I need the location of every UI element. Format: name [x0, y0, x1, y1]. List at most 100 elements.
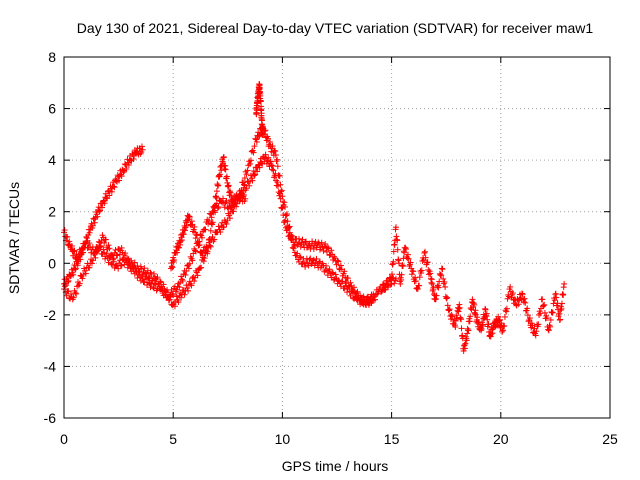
data-point-marker [219, 195, 226, 202]
data-point-marker [151, 280, 158, 287]
data-point-marker [561, 280, 568, 287]
data-point-marker [246, 182, 253, 189]
data-point-marker [185, 265, 192, 272]
data-point-marker [402, 244, 409, 251]
data-point-marker [73, 290, 80, 297]
data-point-marker [285, 224, 292, 231]
data-point-marker [519, 291, 526, 298]
data-point-marker [184, 285, 191, 292]
data-point-marker [208, 214, 215, 221]
data-point-marker [118, 173, 125, 180]
data-point-marker [240, 192, 247, 199]
data-point-marker [302, 238, 309, 245]
data-point-marker [279, 193, 286, 200]
data-point-marker [418, 267, 425, 274]
data-point-marker [205, 244, 212, 251]
data-point-marker [435, 284, 442, 291]
data-point-marker [254, 168, 261, 175]
data-point-marker [337, 262, 344, 269]
data-point-marker [525, 318, 532, 325]
data-point-marker [392, 224, 399, 231]
data-point-marker [163, 294, 170, 301]
data-point-marker [403, 246, 410, 253]
data-point-marker [318, 239, 325, 246]
data-point-marker [255, 133, 262, 140]
y-tick-label: 6 [48, 101, 56, 117]
data-point-marker [416, 274, 423, 281]
data-point-marker [483, 310, 490, 317]
data-point-marker [197, 248, 204, 255]
data-point-marker [443, 295, 450, 302]
data-point-marker [117, 262, 124, 269]
data-point-marker [537, 310, 544, 317]
data-point-marker [251, 143, 258, 150]
data-point-marker [136, 268, 143, 275]
data-point-marker [108, 188, 115, 195]
data-point-marker [194, 232, 201, 239]
data-point-marker [425, 266, 432, 273]
data-point-marker [86, 240, 93, 247]
data-point-marker [66, 238, 73, 245]
data-point-marker [425, 271, 432, 278]
data-point-marker [289, 236, 296, 243]
data-point-marker [86, 264, 93, 271]
data-point-marker [262, 151, 269, 158]
x-axis-label: GPS time / hours [282, 458, 389, 474]
data-point-marker [134, 274, 141, 281]
data-point-marker [65, 277, 72, 284]
data-point-marker [185, 287, 192, 294]
data-point-marker [139, 146, 146, 153]
data-point-marker [509, 290, 516, 297]
data-point-marker [412, 278, 419, 285]
data-point-marker [444, 294, 451, 301]
data-point-marker [178, 291, 185, 298]
data-point-marker [547, 323, 554, 330]
x-tick-label: 20 [493, 431, 509, 447]
data-point-marker [202, 226, 209, 233]
data-point-marker [310, 245, 317, 252]
data-point-marker [458, 325, 465, 332]
data-point-marker [320, 247, 327, 254]
data-point-marker [143, 276, 150, 283]
data-point-marker [429, 280, 436, 287]
data-point-marker [145, 275, 152, 282]
data-point-marker [237, 194, 244, 201]
data-point-marker [427, 270, 434, 277]
data-point-marker [176, 284, 183, 291]
data-point-marker [351, 291, 358, 298]
data-point-marker [192, 235, 199, 242]
data-point-marker [479, 322, 486, 329]
data-point-marker [220, 153, 227, 160]
data-point-marker [471, 301, 478, 308]
data-point-marker [72, 266, 79, 273]
data-point-marker [422, 248, 429, 255]
data-point-marker [72, 289, 79, 296]
data-point-marker [92, 254, 99, 261]
data-point-marker [371, 293, 378, 300]
data-point-marker [210, 209, 217, 216]
data-point-marker [396, 260, 403, 267]
data-point-marker [177, 238, 184, 245]
data-point-marker [178, 294, 185, 301]
data-point-marker [467, 313, 474, 320]
data-point-marker [543, 315, 550, 322]
data-point-marker [175, 244, 182, 251]
y-tick-label: 0 [48, 255, 56, 271]
data-point-marker [101, 249, 108, 256]
data-point-marker [294, 250, 301, 257]
data-point-marker [397, 280, 404, 287]
data-point-marker [116, 177, 123, 184]
data-point-marker [557, 316, 564, 323]
data-point-marker [324, 244, 331, 251]
data-point-marker [298, 261, 305, 268]
data-point-marker [387, 275, 394, 282]
data-point-marker [278, 205, 285, 212]
data-point-marker [352, 293, 359, 300]
data-point-marker [434, 283, 441, 290]
data-point-marker [272, 151, 279, 158]
data-point-marker [522, 299, 529, 306]
data-point-marker [270, 167, 277, 174]
data-point-marker [209, 219, 216, 226]
data-point-marker [463, 337, 470, 344]
data-point-marker [404, 255, 411, 262]
